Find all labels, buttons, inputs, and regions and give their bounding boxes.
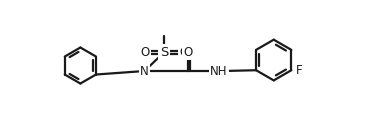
Text: O: O bbox=[140, 46, 149, 59]
Text: NH: NH bbox=[210, 65, 228, 77]
Text: S: S bbox=[160, 46, 168, 59]
Text: F: F bbox=[296, 64, 303, 77]
Text: O: O bbox=[179, 46, 188, 59]
Text: N: N bbox=[140, 65, 149, 77]
Text: O: O bbox=[183, 46, 192, 59]
